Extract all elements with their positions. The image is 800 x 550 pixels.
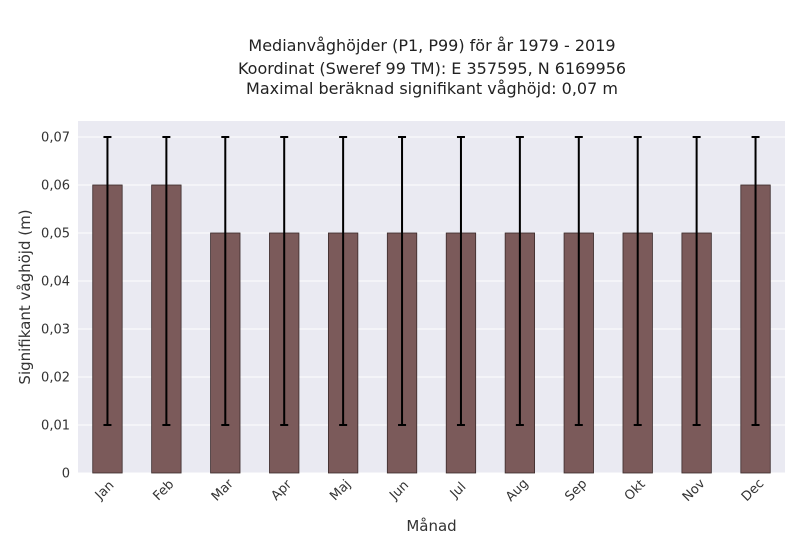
plot-area (78, 121, 785, 473)
error-bar (221, 136, 230, 426)
title-line-2: Koordinat (Sweref 99 TM): E 357595, N 61… (238, 59, 626, 78)
x-tick-label: Sep (562, 477, 590, 505)
error-bar (398, 136, 407, 426)
error-bar (633, 136, 642, 426)
y-tick-label: 0,06 (41, 179, 70, 194)
error-bar (456, 136, 465, 426)
y-axis-ticks: 0 0,01 0,02 0,03 0,04 0,05 0,06 0,07 (41, 131, 70, 482)
x-tick-label: Jan (92, 478, 117, 503)
y-tick-label: 0,02 (41, 371, 70, 386)
y-axis-label: Signifikant våghöjd (m) (16, 209, 34, 384)
x-tick-label: Mar (209, 476, 237, 504)
error-bars (103, 136, 760, 426)
x-tick-label: Aug (503, 476, 532, 505)
y-tick-label: 0,07 (41, 131, 70, 146)
error-bar (339, 136, 348, 426)
x-tick-label: Okt (622, 477, 649, 504)
x-tick-label: Maj (327, 477, 354, 504)
error-bar (103, 136, 112, 426)
x-tick-label: Nov (680, 476, 709, 505)
x-tick-label: Feb (150, 477, 177, 504)
x-tick-label: Jun (386, 478, 412, 504)
x-axis-ticks: Jan Feb Mar Apr Maj Jun Jul Aug Sep Okt Nov Dec (92, 476, 767, 505)
title-line-3: Maximal beräknad signifikant våghöjd: 0,… (246, 79, 618, 98)
x-tick-label: Jul (447, 480, 469, 502)
error-bar (751, 136, 760, 426)
y-tick-label: 0,03 (41, 323, 70, 338)
y-tick-label: 0,04 (41, 275, 70, 290)
error-bar (574, 136, 583, 426)
error-bar (692, 136, 701, 426)
y-tick-label: 0 (62, 467, 70, 482)
x-tick-label: Dec (739, 476, 767, 504)
y-tick-label: 0,01 (41, 419, 70, 434)
x-axis-label: Månad (406, 517, 456, 535)
grid-lines (78, 136, 785, 474)
chart-title: Medianvåghöjder (P1, P99) för år 1979 - … (238, 36, 626, 98)
y-tick-label: 0,05 (41, 227, 70, 242)
error-bar (515, 136, 524, 426)
x-tick-label: Apr (268, 477, 295, 504)
error-bar (162, 136, 171, 426)
title-line-1: Medianvåghöjder (P1, P99) för år 1979 - … (248, 36, 615, 55)
error-bar (280, 136, 289, 426)
